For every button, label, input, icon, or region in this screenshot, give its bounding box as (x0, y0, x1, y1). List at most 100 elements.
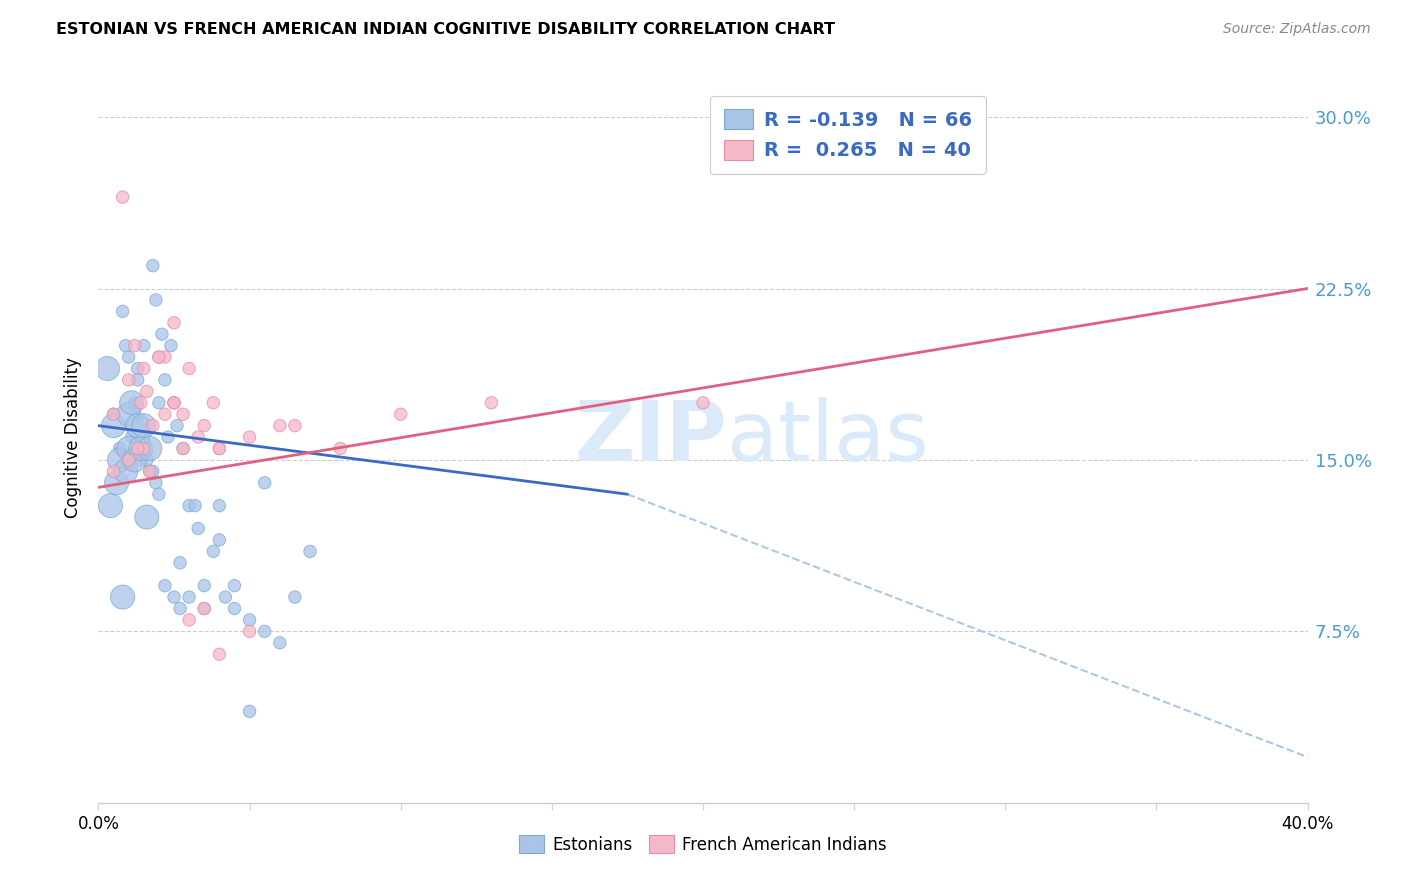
Point (269, 418, 291, 433)
Point (169, 601, 191, 615)
Point (752, 110, 775, 124)
Point (153, 350, 176, 364)
Point (163, 396, 186, 410)
Text: Source: ZipAtlas.com: Source: ZipAtlas.com (1223, 22, 1371, 37)
Point (124, 338, 146, 352)
Text: atlas: atlas (727, 397, 929, 477)
Point (148, 350, 170, 364)
Point (389, 407, 412, 421)
Point (103, 407, 125, 421)
Point (299, 544, 322, 558)
Point (148, 487, 170, 501)
Point (202, 396, 225, 410)
Point (193, 418, 215, 433)
Point (187, 521, 209, 535)
Point (100, 499, 122, 513)
Point (239, 613, 262, 627)
Point (118, 453, 141, 467)
Point (135, 453, 157, 467)
Point (163, 590, 186, 604)
Y-axis label: Cognitive Disability: Cognitive Disability (65, 357, 83, 517)
Point (129, 396, 152, 410)
Point (118, 442, 141, 456)
Point (142, 464, 165, 478)
Point (96, 361, 118, 376)
Point (153, 579, 176, 593)
Point (142, 259, 165, 273)
Point (208, 647, 231, 661)
Point (132, 361, 155, 376)
Point (132, 442, 155, 456)
Text: ZIP: ZIP (575, 397, 727, 477)
Point (129, 453, 152, 467)
Point (148, 350, 170, 364)
Point (163, 396, 186, 410)
Point (124, 396, 146, 410)
Point (111, 590, 134, 604)
Point (153, 373, 176, 387)
Point (127, 442, 149, 456)
Point (179, 590, 201, 604)
Point (179, 499, 201, 513)
Point (118, 350, 141, 364)
Point (114, 338, 136, 352)
Legend: Estonians, French American Indians: Estonians, French American Indians (512, 829, 894, 860)
Point (208, 442, 231, 456)
Point (239, 624, 262, 639)
Point (132, 418, 155, 433)
Point (253, 475, 276, 490)
Point (239, 430, 262, 444)
Point (139, 442, 162, 456)
Text: ESTONIAN VS FRENCH AMERICAN INDIAN COGNITIVE DISABILITY CORRELATION CHART: ESTONIAN VS FRENCH AMERICAN INDIAN COGNI… (56, 22, 835, 37)
Point (103, 464, 125, 478)
Point (284, 590, 307, 604)
Point (142, 418, 165, 433)
Point (111, 190, 134, 204)
Point (193, 601, 215, 615)
Point (103, 407, 125, 421)
Point (127, 373, 149, 387)
Point (108, 442, 131, 456)
Point (187, 430, 209, 444)
Point (169, 556, 191, 570)
Point (284, 418, 307, 433)
Point (135, 510, 157, 524)
Point (184, 499, 207, 513)
Point (108, 453, 131, 467)
Point (132, 430, 155, 444)
Point (224, 601, 246, 615)
Point (208, 499, 231, 513)
Point (193, 601, 215, 615)
Point (127, 418, 149, 433)
Point (172, 442, 194, 456)
Point (208, 442, 231, 456)
Point (202, 544, 225, 558)
Point (166, 418, 188, 433)
Point (163, 396, 186, 410)
Point (139, 464, 162, 478)
Point (118, 407, 141, 421)
Point (214, 590, 236, 604)
Point (145, 293, 167, 307)
Point (135, 384, 157, 399)
Point (121, 430, 143, 444)
Point (179, 361, 201, 376)
Point (269, 636, 291, 650)
Point (111, 304, 134, 318)
Point (139, 464, 162, 478)
Point (208, 533, 231, 547)
Point (148, 396, 170, 410)
Point (156, 430, 179, 444)
Point (692, 396, 714, 410)
Point (145, 475, 167, 490)
Point (172, 407, 194, 421)
Point (129, 442, 152, 456)
Point (153, 407, 176, 421)
Point (253, 624, 276, 639)
Point (114, 464, 136, 478)
Point (163, 316, 186, 330)
Point (224, 579, 246, 593)
Point (179, 613, 201, 627)
Point (239, 705, 262, 719)
Point (481, 396, 503, 410)
